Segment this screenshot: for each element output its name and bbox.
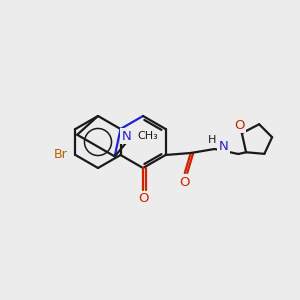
Text: N: N	[218, 140, 228, 154]
Text: O: O	[179, 176, 190, 188]
Text: Br: Br	[54, 148, 68, 161]
Text: O: O	[138, 193, 148, 206]
Text: H: H	[208, 135, 217, 145]
Text: N: N	[122, 130, 131, 142]
Text: O: O	[235, 119, 245, 132]
Text: CH₃: CH₃	[137, 131, 158, 141]
